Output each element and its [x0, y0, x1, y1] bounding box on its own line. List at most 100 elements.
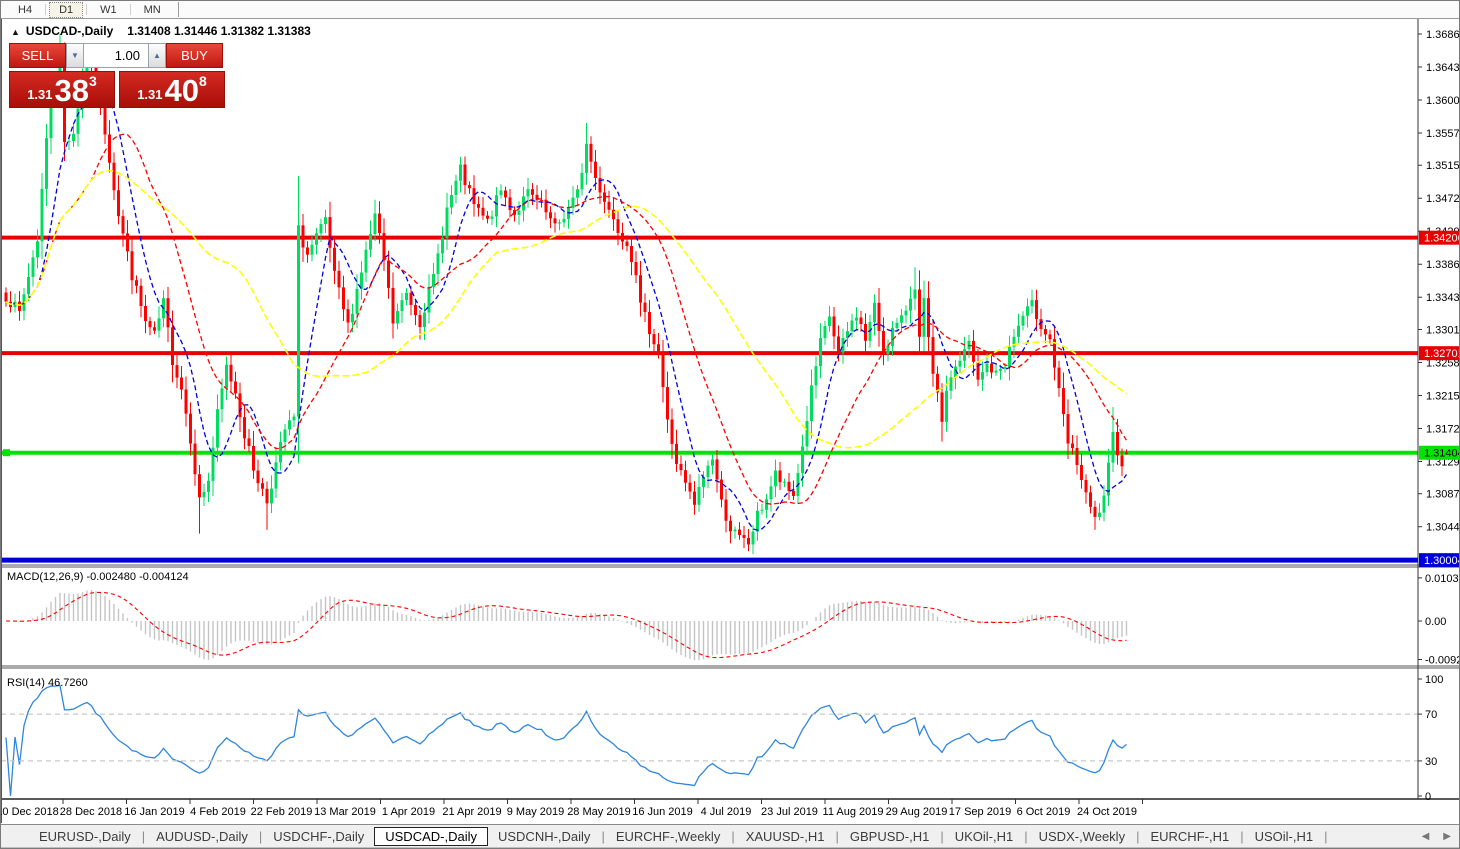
chart-tab-usdchfdaily[interactable]: USDCHF-,Daily	[273, 829, 365, 844]
macd-indicator-label: MACD(12,26,9) -0.002480 -0.004124	[7, 571, 189, 583]
symbol-period-label: USDCAD-,Daily	[25, 24, 114, 38]
toolbar-separator	[129, 4, 131, 15]
tab-separator: |	[835, 829, 839, 844]
svg-text:0.010311: 0.010311	[1425, 573, 1460, 585]
chart-tab-eurusddaily[interactable]: EURUSD-,Daily	[39, 829, 131, 844]
chart-tab-usdcnhdaily[interactable]: USDCNH-,Daily	[497, 829, 591, 844]
svg-text:1.34206: 1.34206	[1424, 233, 1460, 245]
svg-text:13 Mar 2019: 13 Mar 2019	[314, 806, 376, 818]
chart-tab-eurchfweekly[interactable]: EURCHF-,Weekly	[615, 829, 721, 844]
chart-tab-xauusdh1[interactable]: XAUUSD-,H1	[745, 829, 825, 844]
svg-text:1.32150: 1.32150	[1426, 390, 1460, 402]
timeframe-button-h4[interactable]: H4	[18, 3, 33, 16]
sell-price-pipette: 3	[89, 73, 97, 89]
chart-tab-audusddaily[interactable]: AUDUSD-,Daily	[156, 829, 248, 844]
svg-text:1.36000: 1.36000	[1426, 95, 1460, 107]
tab-separator: |	[1136, 829, 1140, 844]
chart-tab-bar: EURUSD-,Daily | AUDUSD-,Daily | USDCHF-,Dail…	[1, 824, 1459, 848]
svg-text:9 May 2019: 9 May 2019	[507, 806, 564, 818]
svg-text:100: 100	[1425, 674, 1443, 686]
svg-text:23 Jul 2019: 23 Jul 2019	[761, 806, 818, 818]
triangle-up-icon: ▲	[153, 51, 161, 60]
chart-canvas[interactable]: 1.36860 1.36430 1.36000 1.35570 1.35150 1.347…	[1, 1, 1460, 823]
svg-text:21 Apr 2019: 21 Apr 2019	[442, 806, 501, 818]
svg-text:1.32580: 1.32580	[1426, 357, 1460, 369]
toolbar-separator	[177, 2, 179, 17]
chart-tab-eurchfh1[interactable]: EURCHF-,H1	[1150, 829, 1230, 844]
buy-button[interactable]: BUY	[166, 43, 223, 68]
buy-price-box[interactable]: 1.31 40 8	[119, 71, 225, 108]
chart-tab-usoilh1[interactable]: USOil-,H1	[1254, 829, 1314, 844]
ohlc-values: 1.31408 1.31446 1.31382 1.31383	[127, 24, 311, 38]
svg-text:1.33430: 1.33430	[1426, 292, 1460, 304]
svg-text:1.30870: 1.30870	[1426, 489, 1460, 501]
svg-text:1.36860: 1.36860	[1426, 29, 1460, 41]
svg-text:1.33010: 1.33010	[1426, 324, 1460, 336]
one-click-trading-panel: SELL ▼ ▲ BUY 1.31 38 3 1.31 40 8	[9, 43, 225, 108]
timeframe-button-w1[interactable]: W1	[100, 3, 117, 16]
svg-text:4 Feb 2019: 4 Feb 2019	[190, 806, 246, 818]
svg-text:-0.009203: -0.009203	[1425, 655, 1460, 667]
svg-text:16 Jan 2019: 16 Jan 2019	[124, 806, 185, 818]
svg-text:17 Sep 2019: 17 Sep 2019	[949, 806, 1011, 818]
collapse-triangle-icon[interactable]: ▲	[11, 27, 20, 37]
tab-separator: |	[258, 829, 263, 844]
tab-separator: |	[601, 829, 605, 844]
timeframe-toolbar: H4 D1 W1 MN	[1, 1, 1459, 19]
triangle-down-icon: ▼	[71, 51, 79, 60]
svg-text:1.35570: 1.35570	[1426, 128, 1460, 140]
tab-separator: |	[731, 829, 735, 844]
svg-text:4 Jul 2019: 4 Jul 2019	[701, 806, 752, 818]
sell-price-box[interactable]: 1.31 38 3	[9, 71, 115, 108]
svg-text:1.33860: 1.33860	[1426, 259, 1460, 271]
tabs-scroll-left-icon[interactable]: ◀	[1421, 831, 1430, 842]
svg-text:22 Feb 2019: 22 Feb 2019	[251, 806, 313, 818]
status-bar	[1, 847, 1459, 848]
svg-text:1.30004: 1.30004	[1424, 555, 1460, 567]
chart-tab-usdcaddaily[interactable]: USDCAD-,Daily	[374, 827, 488, 846]
chart-tab-ukoilh1[interactable]: UKOil-,H1	[954, 829, 1014, 844]
svg-text:30: 30	[1425, 756, 1437, 768]
svg-text:1.32701: 1.32701	[1424, 348, 1460, 360]
rsi-indicator-label: RSI(14) 46.7260	[7, 677, 88, 689]
svg-text:0: 0	[1425, 791, 1431, 803]
svg-text:24 Oct 2019: 24 Oct 2019	[1077, 806, 1137, 818]
chart-title: ▲ USDCAD-,Daily 1.31408 1.31446 1.31382 1.…	[11, 24, 311, 38]
svg-text:1 Apr 2019: 1 Apr 2019	[382, 806, 435, 818]
tab-separator: |	[141, 829, 146, 844]
svg-text:1.31404: 1.31404	[1424, 448, 1460, 460]
sell-button[interactable]: SELL	[9, 43, 66, 68]
svg-text:16 Jun 2019: 16 Jun 2019	[632, 806, 693, 818]
svg-text:1.30440: 1.30440	[1426, 522, 1460, 534]
tab-separator: |	[1324, 829, 1328, 844]
tab-separator: |	[1024, 829, 1028, 844]
svg-text:28 May 2019: 28 May 2019	[567, 806, 631, 818]
tab-separator: |	[1240, 829, 1244, 844]
svg-text:10 Dec 2018: 10 Dec 2018	[1, 806, 59, 818]
chart-tab-usdxweekly[interactable]: USDX-,Weekly	[1038, 829, 1126, 844]
volume-input[interactable]	[84, 43, 148, 68]
tabs-scroll-right-icon[interactable]: ▶	[1443, 831, 1451, 842]
tab-separator: |	[940, 829, 944, 844]
svg-text:0.00: 0.00	[1425, 616, 1446, 628]
svg-text:70: 70	[1425, 709, 1437, 721]
buy-price-prefix: 1.31	[137, 87, 163, 102]
buy-price-pips: 40	[164, 73, 199, 108]
timeframe-button-d1[interactable]: D1	[49, 1, 84, 18]
svg-text:29 Aug 2019: 29 Aug 2019	[886, 806, 948, 818]
svg-text:6 Oct 2019: 6 Oct 2019	[1017, 806, 1071, 818]
sell-price-prefix: 1.31	[27, 87, 53, 102]
sell-price-pips: 38	[54, 73, 89, 108]
toolbar-separator	[86, 4, 88, 15]
volume-increase-button[interactable]: ▲	[148, 43, 166, 68]
timeframe-button-mn[interactable]: MN	[143, 3, 161, 16]
chart-tab-gbpusdh1[interactable]: GBPUSD-,H1	[849, 829, 930, 844]
svg-text:1.36430: 1.36430	[1426, 62, 1460, 74]
svg-text:1.34720: 1.34720	[1426, 193, 1460, 205]
svg-text:1.35150: 1.35150	[1426, 160, 1460, 172]
svg-text:11 Aug 2019: 11 Aug 2019	[823, 806, 884, 818]
svg-text:1.31720: 1.31720	[1426, 423, 1460, 435]
volume-decrease-button[interactable]: ▼	[66, 43, 84, 68]
toolbar-separator	[45, 4, 47, 15]
